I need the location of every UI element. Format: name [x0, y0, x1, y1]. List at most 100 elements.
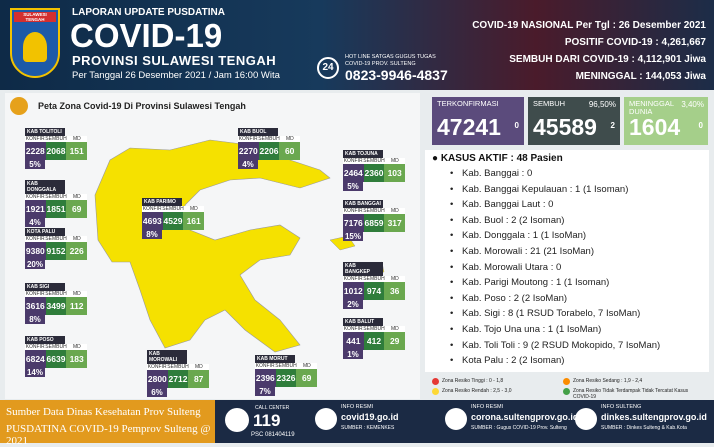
- column-labels: KONFIR SEMBUH MD: [343, 158, 405, 164]
- hotline-line: COVID-19 PROV. SULTENG: [345, 61, 416, 67]
- column-labels: KONFIR SEMBUH MD: [25, 291, 87, 297]
- column-label: MD: [390, 276, 399, 282]
- hotline-number: 0823-9946-4837: [345, 67, 448, 83]
- konfirmasi: 7176: [343, 214, 364, 232]
- active-item: Kab. Morowali : 21 (21 IsoMan): [450, 246, 594, 257]
- link-icon: [575, 408, 597, 430]
- column-label: MD: [390, 208, 399, 214]
- district-box: KAB POSO KONFIR SEMBUH MD 6824 6639 183 14%: [25, 336, 88, 377]
- meninggal: 36: [384, 282, 406, 300]
- sembuh: 3499: [45, 297, 67, 315]
- konfirmasi: 2800: [147, 370, 168, 388]
- meninggal: 69: [66, 200, 88, 218]
- column-label: KONFIR: [25, 236, 45, 242]
- district-values: 2464 2360 103: [343, 164, 406, 182]
- column-label: SEMBUH: [45, 136, 67, 142]
- column-label: KONFIR: [25, 136, 45, 142]
- column-label: SEMBUH: [363, 158, 385, 164]
- district-box: KAB BANGKEP KONFIR SEMBUH MD 1012 974 36 2%: [343, 262, 406, 309]
- sembuh: 2068: [45, 142, 67, 160]
- district-box: KAB BUOL KONFIR SEMBUH MD 2270 2206 60 4%: [238, 128, 301, 169]
- active-item: Kab. Parigi Moutong : 1 (1 Isoman): [450, 277, 609, 288]
- national-positive: POSITIF COVID-19 : 4,261,667: [564, 37, 706, 48]
- meninggal: 103: [384, 164, 406, 182]
- konfirmasi: 6824: [25, 350, 46, 368]
- konfirmasi: 2270: [238, 142, 259, 160]
- legend-label: Zona Resiko Tinggi : 0 - 1,8: [442, 378, 504, 384]
- link-icon: [445, 408, 467, 430]
- link-url: dinkes.sultengprov.go.id: [601, 412, 707, 422]
- link-label: INFO RESMI: [341, 404, 374, 410]
- district-values: 441 412 29: [343, 332, 406, 350]
- active-item: Kab. Tojo Una una : 1 (1 IsoMan): [450, 324, 601, 335]
- district-name: KAB MORUT: [255, 355, 295, 363]
- district-values: 2396 2326 69: [255, 369, 318, 387]
- sembuh: 2712: [167, 370, 189, 388]
- province: PROVINSI SULAWESI TENGAH: [72, 53, 277, 68]
- stat-value: 47241: [437, 114, 501, 140]
- active-title: ● KASUS AKTIF : 48 Pasien: [432, 153, 563, 164]
- column-label: KONFIR: [343, 208, 363, 214]
- legend-label: Zona Resiko Rendah : 2,5 - 3,0: [442, 388, 512, 394]
- district-box: KAB PARIMO KONFIR SEMBUH MD 4693 4529 161 8%: [142, 198, 205, 239]
- column-labels: KONFIR SEMBUH MD: [25, 344, 87, 350]
- district-name: KAB TOLITOLI: [25, 128, 65, 136]
- national: COVID-19 NASIONAL Per Tgl : 26 Desember …: [472, 17, 706, 85]
- source-line: PUSDATINA COVID-19 Pemprov Sulteng @ 202…: [6, 423, 211, 447]
- column-label: MD: [390, 158, 399, 164]
- column-label: KONFIR: [25, 291, 45, 297]
- active-item: Kab. Sigi : 8 (1 RSUD Torabelo, 7 IsoMan…: [450, 308, 640, 319]
- national-title: COVID-19 NASIONAL Per Tgl : 26 Desember …: [472, 20, 706, 31]
- district-name: KAB MOROWALI: [147, 350, 187, 364]
- persen: 14%: [25, 368, 45, 377]
- column-label: MD: [72, 344, 81, 350]
- district-box: KAB DONGGALA KONFIR SEMBUH MD 1921 1851 69 4%: [25, 180, 88, 227]
- district-name: KAB SIGI: [25, 283, 65, 291]
- column-labels: KONFIR SEMBUH MD: [343, 208, 405, 214]
- district-values: 1012 974 36: [343, 282, 406, 300]
- sembuh: 974: [363, 282, 385, 300]
- persen: 8%: [142, 230, 162, 239]
- column-label: SEMBUH: [275, 363, 297, 369]
- district-name: KOTA PALU: [25, 228, 65, 236]
- hotline-badge: 24: [317, 57, 339, 79]
- konfirmasi: 441: [343, 332, 364, 350]
- column-label: MD: [390, 326, 399, 332]
- active-item: Kab. Banggai : 0: [450, 168, 532, 179]
- meninggal: 183: [66, 350, 88, 368]
- konfirmasi: 9380: [25, 242, 46, 260]
- column-label: KONFIR: [343, 158, 363, 164]
- logo-emblem: [23, 32, 47, 62]
- konfirmasi: 2464: [343, 164, 364, 182]
- column-label: KONFIR: [147, 364, 167, 370]
- column-label: SEMBUH: [45, 236, 67, 242]
- link-icon: [315, 408, 337, 430]
- district-values: 2800 2712 87: [147, 370, 210, 388]
- persen: 4%: [25, 218, 45, 227]
- column-labels: KONFIR SEMBUH MD: [25, 136, 87, 142]
- meninggal: 226: [66, 242, 88, 260]
- column-labels: KONFIR SEMBUH MD: [142, 206, 204, 212]
- persen: 6%: [147, 388, 167, 397]
- column-label: MD: [72, 236, 81, 242]
- column-labels: KONFIR SEMBUH MD: [343, 276, 405, 282]
- logo-text: SULAWESI TENGAH: [14, 12, 56, 22]
- legend-swatch: [432, 388, 439, 395]
- link-label: INFO RESMI: [471, 404, 504, 410]
- call-number: 119: [253, 411, 281, 430]
- column-label: KONFIR: [255, 363, 275, 369]
- active-item: Kab. Toli Toli : 9 (2 RSUD Mokopido, 7 I…: [450, 340, 660, 351]
- meninggal: 60: [279, 142, 301, 160]
- persen: 5%: [343, 182, 363, 191]
- title: COVID-19: [70, 17, 223, 54]
- district-name: KAB BUOL: [238, 128, 278, 136]
- column-label: SEMBUH: [363, 276, 385, 282]
- district-box: KAB BANGGAI KONFIR SEMBUH MD 7176 6859 317 15%: [343, 200, 406, 241]
- meninggal: 151: [66, 142, 88, 160]
- column-labels: KONFIR SEMBUH MD: [25, 194, 87, 200]
- district-name: KAB POSO: [25, 336, 65, 344]
- meninggal: 69: [296, 369, 318, 387]
- legend-swatch: [563, 388, 570, 395]
- stat-value: 45589: [533, 114, 597, 140]
- sembuh: 6639: [45, 350, 67, 368]
